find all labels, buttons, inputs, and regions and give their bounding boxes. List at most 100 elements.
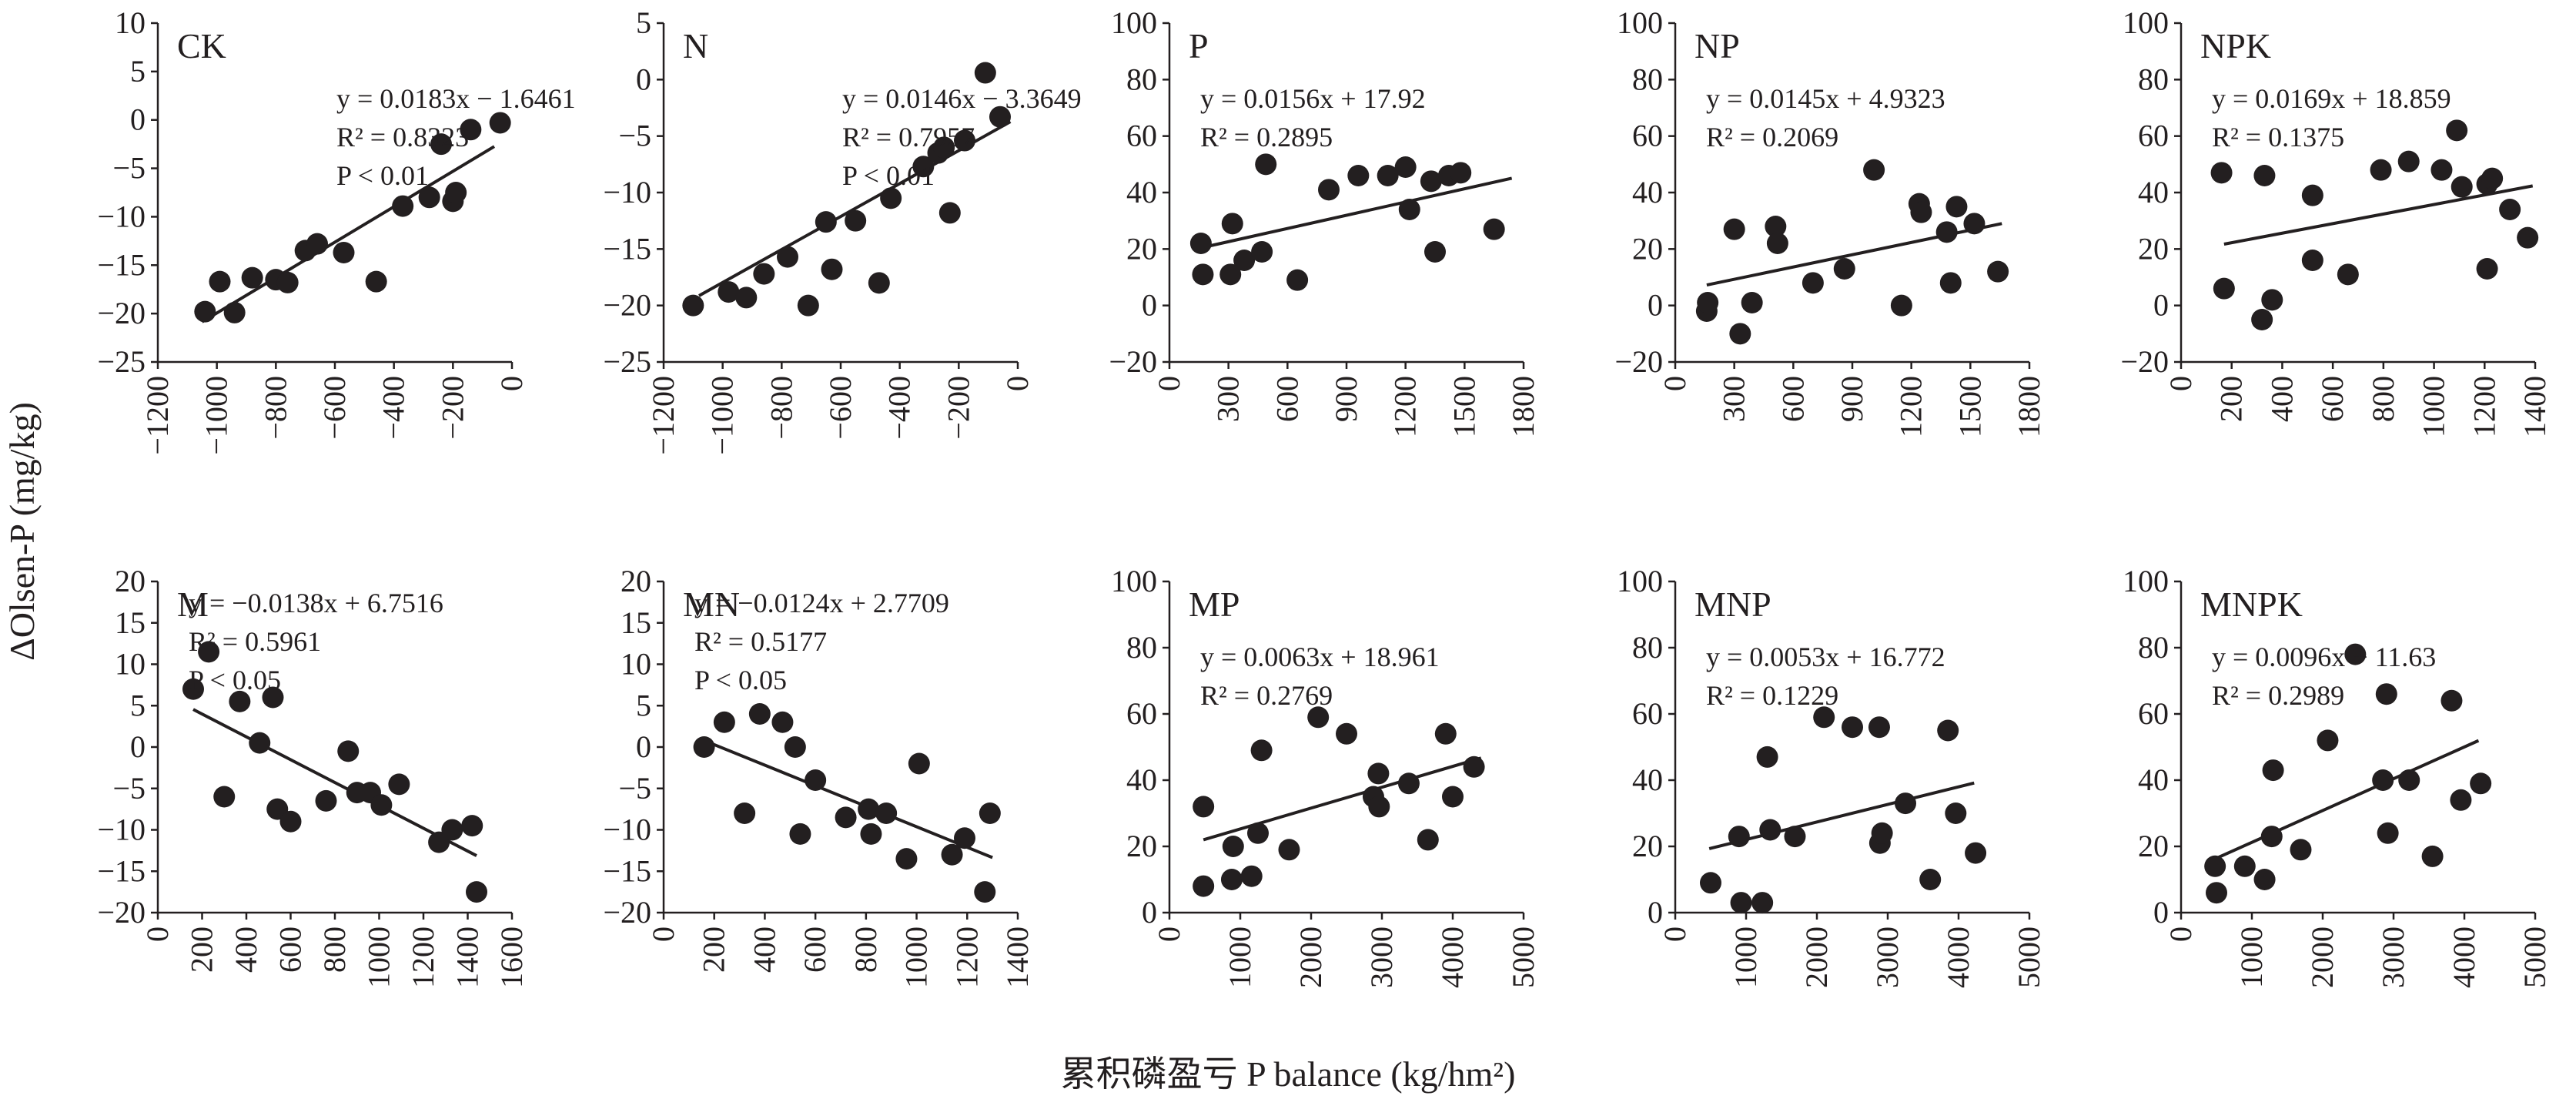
y-tick-label: 40 <box>1632 175 1663 209</box>
data-point <box>2450 789 2472 811</box>
data-point <box>2204 855 2226 877</box>
y-tick-label: 20 <box>1126 829 1157 863</box>
x-tick-label: 300 <box>1717 376 1751 422</box>
x-tick-label: 300 <box>1211 376 1246 422</box>
y-tick-label: 0 <box>130 729 146 764</box>
x-tick-label: −1200 <box>646 376 681 455</box>
r-squared: R² = 0.8323 <box>336 122 469 152</box>
x-tick-label: −800 <box>764 376 798 440</box>
y-tick-label: 20 <box>1632 829 1663 863</box>
y-tick-label: −20 <box>1109 344 1157 379</box>
data-point <box>2262 759 2284 782</box>
data-point <box>2517 226 2539 249</box>
x-tick-label: 0 <box>140 926 175 942</box>
x-tick-label: 0 <box>1152 376 1186 391</box>
data-point <box>1318 179 1340 201</box>
y-tick-label: 20 <box>621 564 651 598</box>
y-tick-label: −5 <box>112 771 146 806</box>
data-point <box>2451 176 2473 198</box>
r-squared: R² = 0.2895 <box>1200 122 1333 152</box>
y-tick-label: 80 <box>2138 62 2169 96</box>
data-point <box>2372 769 2394 791</box>
data-point <box>1842 716 1863 739</box>
panel-label: NPK <box>2200 26 2271 65</box>
x-tick-label: 0 <box>646 926 681 942</box>
x-tick-label: 0 <box>1000 376 1035 391</box>
data-point <box>2210 162 2233 184</box>
x-tick-label: 400 <box>747 926 781 973</box>
y-tick-label: 80 <box>1126 630 1157 665</box>
r-squared: R² = 0.2769 <box>1200 680 1333 711</box>
data-point <box>1222 836 1244 857</box>
y-tick-label: 0 <box>130 102 146 137</box>
data-point <box>805 769 827 791</box>
y-tick-label: −15 <box>97 853 146 888</box>
r-squared: R² = 0.2989 <box>2212 680 2344 711</box>
data-point <box>1919 869 1942 890</box>
r-squared: R² = 0.1375 <box>2212 122 2344 152</box>
data-point <box>845 209 867 232</box>
data-point <box>682 294 704 317</box>
data-point <box>418 186 440 209</box>
x-tick-label: 1600 <box>494 926 529 988</box>
data-point <box>1756 746 1778 768</box>
data-point <box>908 752 930 775</box>
data-point <box>1255 153 1277 176</box>
x-tick-label: −400 <box>882 376 917 440</box>
x-tick-label: 1000 <box>1223 926 1257 988</box>
panel-label: MP <box>1189 585 1239 624</box>
data-point <box>1367 762 1390 785</box>
data-point <box>2253 165 2276 186</box>
y-tick-label: −5 <box>112 151 146 186</box>
data-point <box>938 202 961 224</box>
y-tick-label: 60 <box>1126 119 1157 153</box>
data-point <box>1945 802 1967 824</box>
data-point <box>753 263 775 285</box>
data-point <box>333 241 355 263</box>
data-point <box>912 156 935 178</box>
data-point <box>933 136 955 159</box>
regression-equation: y = 0.0169x + 18.859 <box>2212 83 2451 114</box>
x-tick-label: 4000 <box>1941 926 1975 988</box>
data-point <box>2370 159 2392 181</box>
data-point <box>1937 719 1959 742</box>
data-point <box>2261 289 2283 311</box>
data-point <box>1250 739 1273 762</box>
data-point <box>262 686 284 709</box>
data-point <box>1765 216 1787 237</box>
data-point <box>2301 250 2323 271</box>
data-point <box>213 786 236 808</box>
x-tick-label: 600 <box>273 926 308 973</box>
data-point <box>1307 706 1330 729</box>
data-point <box>895 848 918 870</box>
data-point <box>1397 772 1420 795</box>
data-point <box>693 736 715 758</box>
x-tick-label: −400 <box>376 376 411 440</box>
x-tick-label: 0 <box>2163 926 2198 942</box>
data-point <box>2375 683 2397 705</box>
x-tick-label: −200 <box>941 376 975 440</box>
x-tick-label: 5000 <box>2012 926 2046 988</box>
y-tick-label: −10 <box>603 813 651 847</box>
data-point <box>1895 792 1916 815</box>
y-tick-label: 15 <box>621 605 651 640</box>
panel-label: NP <box>1694 26 1740 65</box>
data-point <box>1247 822 1269 844</box>
data-point <box>1697 292 1719 313</box>
x-tick-label: 3000 <box>2376 926 2410 988</box>
data-point <box>1193 875 1215 897</box>
regression-line <box>1708 781 1975 850</box>
data-point <box>954 129 975 152</box>
r-squared: R² = 0.1229 <box>1706 680 1838 711</box>
x-tick-label: −800 <box>258 376 293 440</box>
data-point <box>1741 292 1763 313</box>
data-point <box>815 211 837 233</box>
data-point <box>1434 722 1457 745</box>
x-tick-label: 3000 <box>1364 926 1399 988</box>
data-point <box>835 806 857 829</box>
data-point <box>868 272 890 294</box>
x-tick-label: −1000 <box>199 376 234 455</box>
data-point <box>1833 258 1855 280</box>
